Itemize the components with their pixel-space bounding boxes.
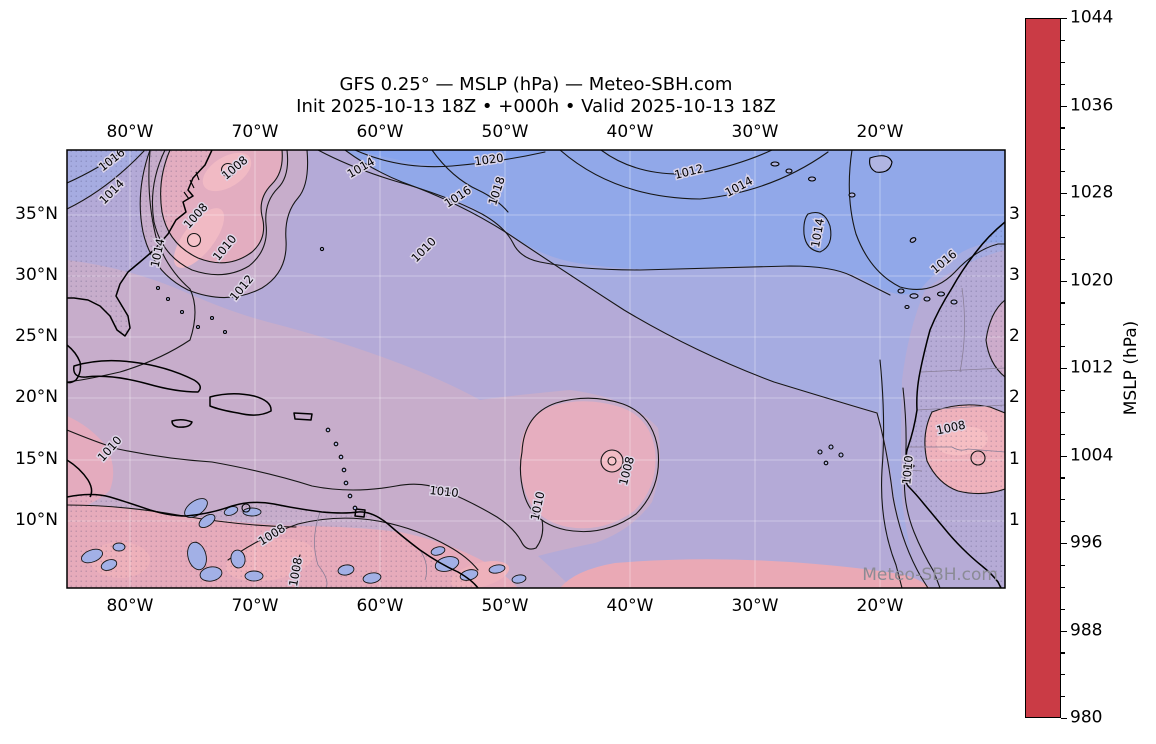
country-borders — [314, 287, 1005, 588]
colorbar-minor-tick — [1061, 521, 1065, 523]
colorbar-axis-label: MSLP (hPa) — [1121, 320, 1141, 416]
lon-tick-label: 20°W — [856, 122, 904, 142]
colorbar-minor-tick — [1061, 149, 1065, 151]
colorbar-minor-tick — [1061, 477, 1065, 479]
lat-tick-label: 20°N — [15, 387, 58, 407]
colorbar-minor-tick — [1061, 564, 1065, 567]
colorbar-tick-label: 1044 — [1070, 7, 1114, 28]
colorbar-tick-label: 1036 — [1070, 95, 1114, 116]
colorbar-minor-tick — [1061, 389, 1065, 392]
lon-tick-label: 80°W — [106, 596, 154, 616]
itcz-pink-strip-fill — [560, 559, 930, 588]
colorbar-major-tick — [1061, 630, 1067, 632]
chart-subtitle: Init 2025-10-13 18Z • +000h • Valid 2025… — [296, 96, 776, 117]
colorbar-minor-tick — [1061, 608, 1065, 610]
colorbar-minor-tick — [1061, 696, 1065, 698]
lon-tick-label: 60°W — [356, 122, 404, 142]
colorbar-tick-label: 1012 — [1070, 357, 1114, 378]
lat-tick-label-clipped: 2 — [1009, 387, 1020, 407]
lon-tick-label: 60°W — [356, 596, 404, 616]
central-low-pink-fill — [519, 401, 656, 529]
lat-tick-label: 30°N — [15, 265, 58, 285]
colorbar-major-tick — [1061, 18, 1067, 20]
lon-tick-label: 50°W — [481, 122, 529, 142]
contour-label: 1010 — [899, 455, 915, 485]
contour-label: 1010 — [429, 483, 460, 500]
lon-tick-label: 80°W — [106, 122, 154, 142]
west-caribbean-pink-fill — [67, 416, 114, 512]
lat-tick-label-clipped: 3 — [1009, 265, 1020, 285]
contour-label: 1020 — [473, 151, 504, 169]
colorbar-minor-tick — [1061, 61, 1065, 63]
isobar-contours — [67, 150, 1005, 588]
colorbar-minor-tick — [1061, 258, 1065, 260]
lat-tick-label: 25°N — [15, 326, 58, 346]
colorbar-minor-tick — [1061, 433, 1065, 435]
colorbar-minor-tick — [1061, 127, 1065, 129]
lat-tick-label-clipped: 1 — [1009, 449, 1020, 469]
colorbar-major-tick — [1061, 280, 1067, 282]
lat-tick-label-clipped: 2 — [1009, 326, 1020, 346]
land-stipple — [67, 150, 1005, 588]
small-islands — [155, 155, 958, 511]
colorbar-minor-tick — [1061, 171, 1065, 173]
contour-label: 1008 — [286, 556, 305, 587]
terrain-pressure-pockets — [81, 498, 527, 584]
colorbar-minor-tick — [1061, 346, 1065, 348]
lon-tick-label: 70°W — [231, 596, 279, 616]
contour-label: 1014 — [808, 217, 827, 248]
colorbar-tick-label: 996 — [1070, 532, 1103, 553]
colorbar-tick-label: 1004 — [1070, 445, 1114, 466]
colorbar-minor-tick — [1061, 214, 1065, 217]
lon-tick-label: 50°W — [481, 596, 529, 616]
colorbar-minor-tick — [1061, 674, 1065, 676]
colorbar-minor-tick — [1061, 83, 1065, 85]
colorbar-minor-tick — [1061, 586, 1065, 588]
colorbar-tick-label: 1020 — [1070, 270, 1114, 291]
colorbar-minor-tick — [1061, 324, 1065, 326]
colorbar-tick-label: 1028 — [1070, 182, 1114, 203]
colorbar-major-tick — [1061, 543, 1067, 545]
colorbar-major-tick — [1061, 718, 1067, 720]
lon-tick-label: 70°W — [231, 122, 279, 142]
lat-tick-label: 35°N — [15, 204, 58, 224]
colorbar-minor-tick — [1061, 236, 1065, 238]
coastlines — [67, 150, 1005, 588]
lon-tick-label: 30°W — [731, 596, 779, 616]
swath-1010-1012-fill — [67, 260, 660, 588]
watermark: Meteo-SBH.com — [862, 565, 998, 585]
colorbar-minor-tick — [1061, 39, 1065, 42]
lat-tick-label: 15°N — [15, 449, 58, 469]
colorbar-minor-tick — [1061, 411, 1065, 413]
high-core-fill — [352, 150, 548, 166]
colorbar-minor-tick — [1061, 652, 1065, 654]
lon-tick-label: 30°W — [731, 122, 779, 142]
colorbar-minor-tick — [1061, 302, 1065, 304]
lat-tick-label-clipped: 1 — [1009, 510, 1020, 530]
lon-tick-label: 20°W — [856, 596, 904, 616]
colorbar-major-tick — [1061, 193, 1067, 195]
colorbar-tick-label: 988 — [1070, 620, 1103, 641]
lon-tick-label: 40°W — [606, 596, 654, 616]
lat-tick-label: 10°N — [15, 510, 58, 530]
lon-tick-label: 40°W — [606, 122, 654, 142]
chart-title: GFS 0.25° — MSLP (hPa) — Meteo-SBH.com — [339, 74, 733, 95]
colorbar-major-tick — [1061, 455, 1067, 457]
high-pressure-band-fill — [318, 150, 1005, 295]
colorbar-major-tick — [1061, 105, 1067, 107]
map-frame — [66, 149, 1006, 589]
lat-tick-label-clipped: 3 — [1009, 204, 1020, 224]
colorbar-tick-label: 980 — [1070, 707, 1103, 728]
colorbar — [1025, 18, 1061, 718]
colorbar-minor-tick — [1061, 499, 1065, 501]
colorbar-major-tick — [1061, 368, 1067, 370]
